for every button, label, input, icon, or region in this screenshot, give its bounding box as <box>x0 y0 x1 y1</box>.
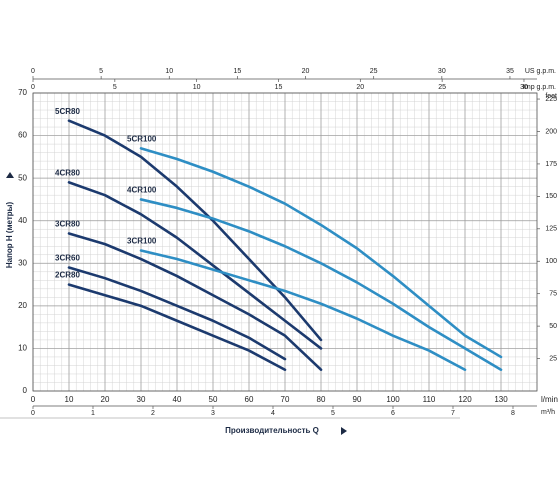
y2-tick-label: 25 <box>549 355 557 362</box>
series-label: 3CR60 <box>55 254 80 263</box>
x-tick-label: 30 <box>137 395 146 404</box>
y2-tick-label: 150 <box>545 193 557 200</box>
y-tick-label: 10 <box>18 344 27 353</box>
x2-tick-label: 3 <box>211 410 215 417</box>
series-label: 3CR100 <box>127 237 157 246</box>
y-tick-label: 30 <box>18 258 27 267</box>
series-label: 4CR100 <box>127 186 157 195</box>
arrow <box>341 427 347 435</box>
curve <box>67 283 287 372</box>
x3-tick-label: 35 <box>506 68 514 75</box>
x-unit: l/min <box>541 395 558 404</box>
x-tick-label: 60 <box>245 395 254 404</box>
x4-tick-label: 15 <box>275 84 283 91</box>
y2-tick-label: 75 <box>549 291 557 298</box>
x3-tick-label: 30 <box>438 68 446 75</box>
x3-tick-label: 0 <box>31 68 35 75</box>
x-axis-title: Производительность Q <box>225 426 319 435</box>
x-tick-label: 50 <box>209 395 218 404</box>
series-label: 5CR100 <box>127 134 157 143</box>
x-tick-label: 120 <box>458 395 472 404</box>
y-tick-label: 40 <box>18 216 27 225</box>
y-tick-label: 0 <box>23 386 28 395</box>
y2-tick-label: 225 <box>545 96 557 103</box>
series-label: 3CR80 <box>55 220 80 229</box>
x3-tick-label: 20 <box>302 68 310 75</box>
x3-tick-label: 25 <box>370 68 378 75</box>
x2-tick-label: 4 <box>271 410 275 417</box>
y2-unit: feet <box>545 93 557 100</box>
x4-unit: Imp g.p.m. <box>523 84 556 91</box>
y-tick-label: 60 <box>18 131 27 140</box>
x4-tick-label: 5 <box>113 84 117 91</box>
x2-tick-label: 1 <box>91 410 95 417</box>
x-tick-label: 130 <box>494 395 508 404</box>
curve <box>67 181 323 350</box>
x3-tick-label: 15 <box>234 68 242 75</box>
x4-tick-label: 25 <box>438 84 446 91</box>
y2-tick-label: 50 <box>549 323 557 330</box>
curve <box>139 249 467 372</box>
x4-tick-label: 20 <box>356 84 364 91</box>
x3-tick-label: 10 <box>165 68 173 75</box>
x-tick-label: 10 <box>65 395 74 404</box>
x-tick-label: 110 <box>423 395 436 404</box>
series-label: 2CR80 <box>55 271 80 280</box>
y-tick-label: 50 <box>18 173 27 182</box>
series-label: 4CR80 <box>55 169 80 178</box>
curve <box>67 232 323 372</box>
x2-unit: m³/h <box>541 409 555 416</box>
x4-tick-label: 30 <box>520 84 528 91</box>
arrow <box>6 172 14 178</box>
y-tick-label: 20 <box>18 301 27 310</box>
x-tick-label: 40 <box>173 395 182 404</box>
x2-tick-label: 0 <box>31 410 35 417</box>
x-tick-label: 70 <box>281 395 290 404</box>
curve <box>67 266 287 361</box>
series-label: 5CR80 <box>55 107 80 116</box>
curve <box>139 147 503 359</box>
plot-frame <box>32 92 538 392</box>
y-tick-label: 70 <box>18 88 27 97</box>
y-axis-title: Напор H (метры) <box>5 202 14 269</box>
x-tick-label: 0 <box>31 395 36 404</box>
x2-tick-label: 5 <box>331 410 335 417</box>
x-tick-label: 20 <box>101 395 110 404</box>
x-tick-label: 90 <box>353 395 362 404</box>
y2-tick-label: 200 <box>545 128 557 135</box>
x2-tick-label: 7 <box>451 410 455 417</box>
x-tick-label: 100 <box>386 395 400 404</box>
y2-tick-label: 100 <box>545 258 557 265</box>
x2-tick-label: 2 <box>151 410 155 417</box>
x-tick-label: 80 <box>317 395 326 404</box>
curve <box>67 119 323 342</box>
x4-tick-label: 10 <box>193 84 201 91</box>
y2-tick-label: 125 <box>545 226 557 233</box>
x4-tick-label: 0 <box>31 84 35 91</box>
x2-tick-label: 6 <box>391 410 395 417</box>
y2-tick-label: 175 <box>545 161 557 168</box>
x3-unit: US g.p.m. <box>525 68 556 75</box>
curve <box>139 198 503 372</box>
x2-tick-label: 8 <box>511 410 515 417</box>
x3-tick-label: 5 <box>99 68 103 75</box>
